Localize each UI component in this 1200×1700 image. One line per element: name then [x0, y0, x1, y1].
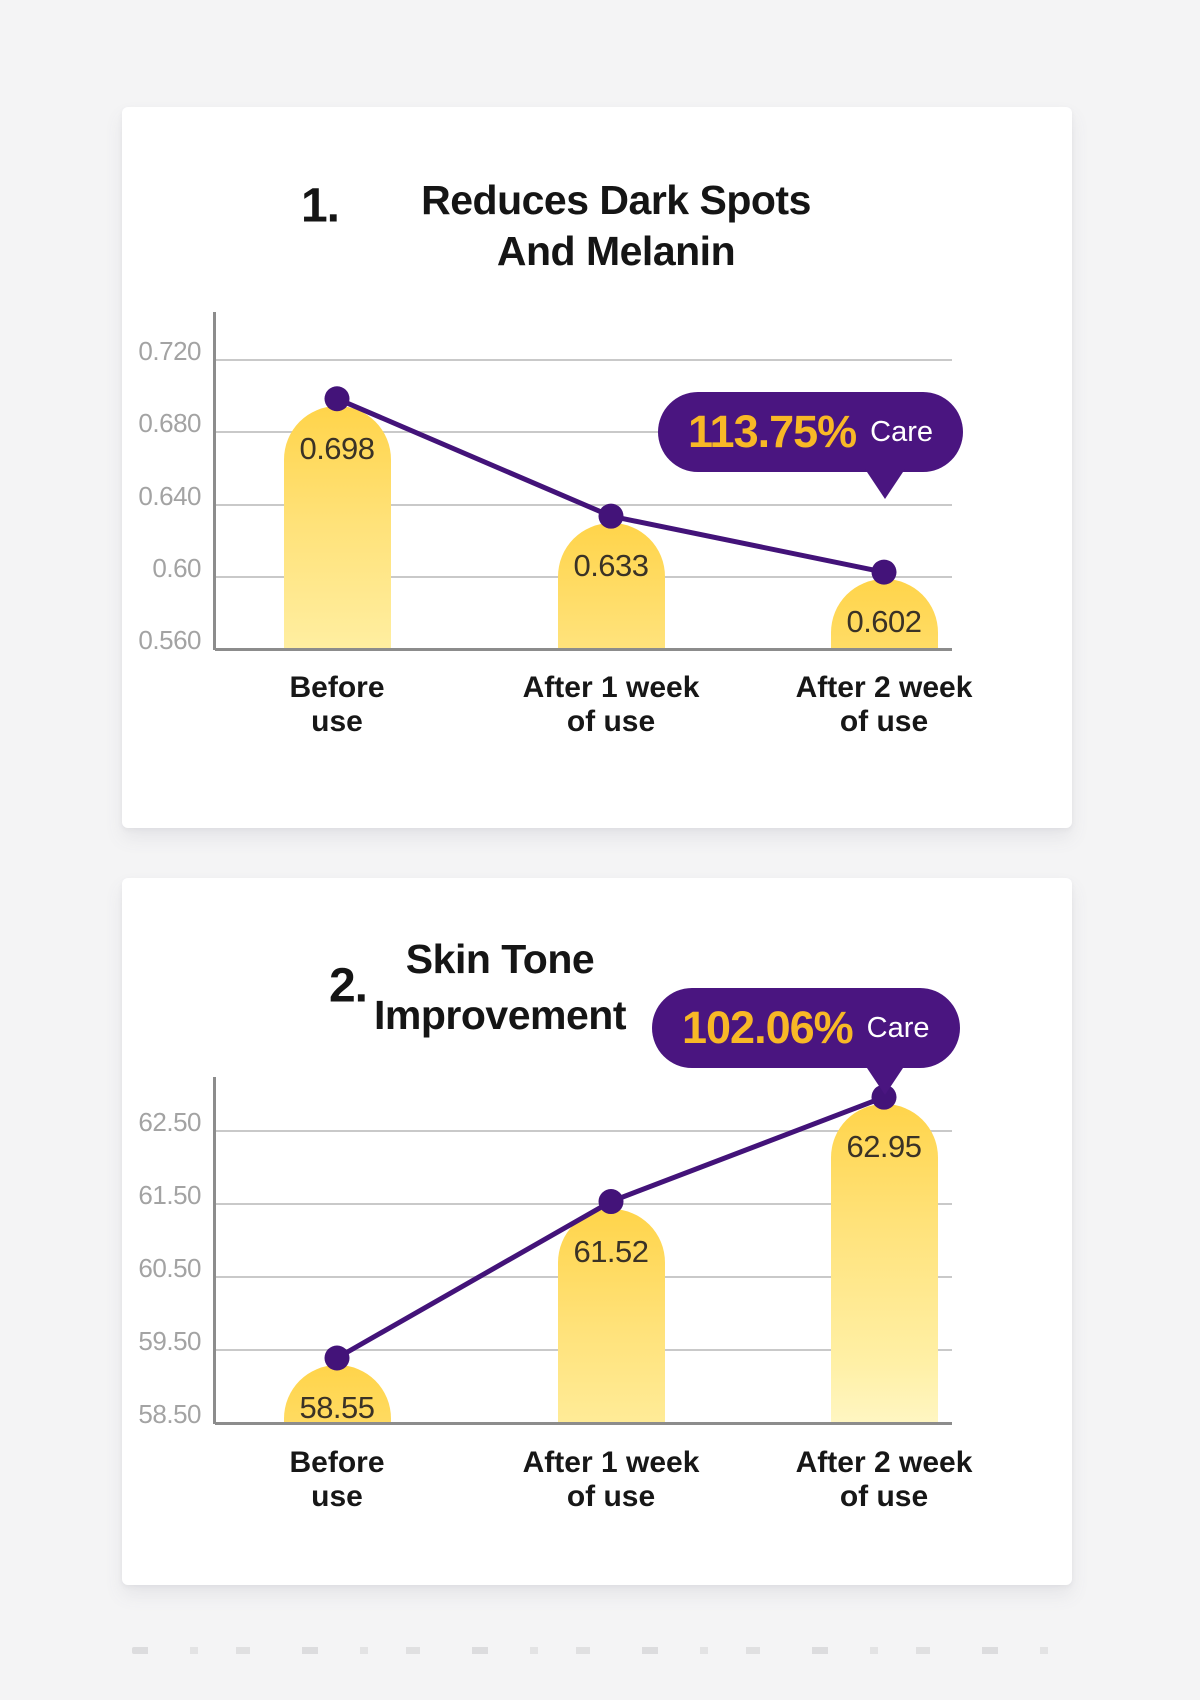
x-axis-label: Before use [197, 671, 477, 739]
bar [557, 523, 665, 649]
y-tick-label: 0.560 [138, 625, 201, 655]
x-axis-line [215, 648, 952, 651]
y-tick-label: 59.50 [138, 1326, 201, 1356]
bar-value-label: 61.52 [573, 1233, 649, 1269]
x-axis-line [215, 1422, 952, 1425]
x-axis-label: Before use [197, 1446, 477, 1514]
badge-care-label: Care [870, 415, 934, 448]
y-tick-label: 0.640 [138, 480, 201, 511]
x-axis-label-line: of use [566, 1480, 656, 1513]
x-axis-label-line: of use [566, 705, 656, 738]
chart-title: Skin Tone Improvement [374, 931, 626, 1043]
y-tick-label: 61.50 [138, 1180, 201, 1210]
x-axis-label-line: After 2 week [795, 671, 973, 704]
x-axis-label-line: use [311, 1480, 363, 1513]
y-tick-label: 0.680 [138, 408, 201, 439]
chart-title-line1: Reduces Dark Spots [421, 177, 811, 223]
y-axis-line [213, 1077, 216, 1424]
x-axis-label-line: Before [289, 671, 385, 704]
chart-index-number: 2. [328, 959, 368, 1013]
x-axis-label: After 1 week of use [471, 1446, 751, 1514]
badge-pointer-tail [865, 1065, 905, 1095]
x-axis-label-line: of use [839, 1480, 929, 1513]
chart-title-line2: And Melanin [496, 228, 736, 274]
y-tick-label: 62.50 [138, 1107, 201, 1137]
y-tick-label: 0.720 [138, 336, 201, 366]
chart-title-line2: Improvement [374, 992, 626, 1038]
care-percentage-badge: 113.75% Care [658, 392, 964, 499]
chart-title: Reduces Dark Spots And Melanin [421, 175, 811, 277]
y-tick-label: 60.50 [138, 1253, 201, 1283]
y-tick-label: 58.50 [138, 1399, 201, 1429]
x-axis-label-line: Before [289, 1446, 385, 1479]
x-axis-label: After 2 week of use [744, 1446, 1024, 1514]
x-axis-label-line: After 1 week [522, 1446, 700, 1479]
x-axis-label: After 2 week of use [744, 671, 1024, 739]
bar-value-label: 58.55 [299, 1390, 375, 1425]
x-axis-label: After 1 week of use [471, 671, 751, 739]
bar-value-label: 0.602 [846, 604, 922, 640]
chart-title-line1: Skin Tone [405, 936, 595, 982]
x-axis-label-line: of use [839, 705, 929, 738]
x-axis-label-line: use [311, 705, 363, 738]
bar-value-label: 0.633 [573, 548, 649, 584]
x-axis-label-line: After 1 week [522, 671, 700, 704]
badge-care-label: Care [866, 1011, 930, 1044]
gridline [215, 359, 952, 361]
badge-percent: 113.75% [688, 406, 857, 457]
cutoff-text-artifacts [132, 1647, 1068, 1654]
badge-pointer-tail [865, 469, 905, 499]
x-axis-label-line: After 2 week [795, 1446, 973, 1479]
care-percentage-badge: 102.06% Care [652, 988, 960, 1095]
chart-index-number: 1. [300, 179, 340, 233]
y-tick-label: 0.60 [152, 552, 201, 583]
y-axis-line [213, 312, 216, 650]
badge-percent: 102.06% [682, 1002, 854, 1053]
bar-value-label: 62.95 [846, 1129, 922, 1165]
bar-value-label: 0.698 [299, 430, 375, 466]
